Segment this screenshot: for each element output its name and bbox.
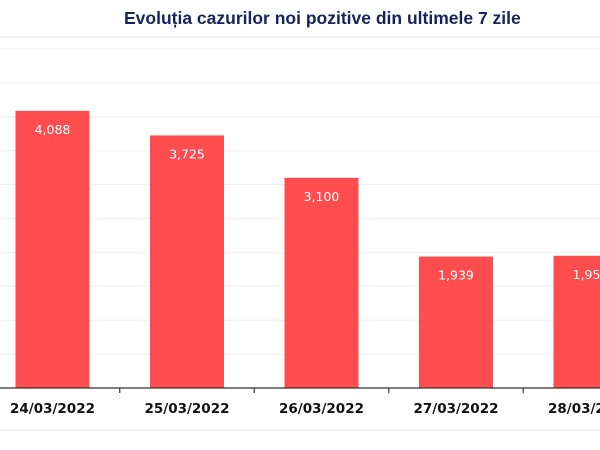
bar — [15, 110, 90, 388]
x-tick-label: 27/03/2022 — [413, 401, 498, 417]
data-label: 4,088 — [35, 122, 71, 137]
x-tick-label: 24/03/2022 — [10, 401, 95, 417]
data-label: 3,725 — [169, 146, 205, 161]
x-tick-label: 25/03/2022 — [144, 401, 229, 417]
bar — [284, 177, 359, 388]
x-tick-label: 26/03/2022 — [279, 401, 364, 417]
bar — [419, 256, 493, 388]
data-label: 1,950 — [573, 267, 600, 282]
chart-title: Evoluția cazurilor noi pozitive din ulti… — [124, 8, 521, 28]
x-tick-label: 28/03/2022 — [548, 401, 600, 417]
data-label: 3,100 — [304, 189, 340, 204]
bar — [150, 135, 224, 388]
data-label: 1,939 — [438, 268, 474, 283]
bar — [553, 255, 600, 388]
